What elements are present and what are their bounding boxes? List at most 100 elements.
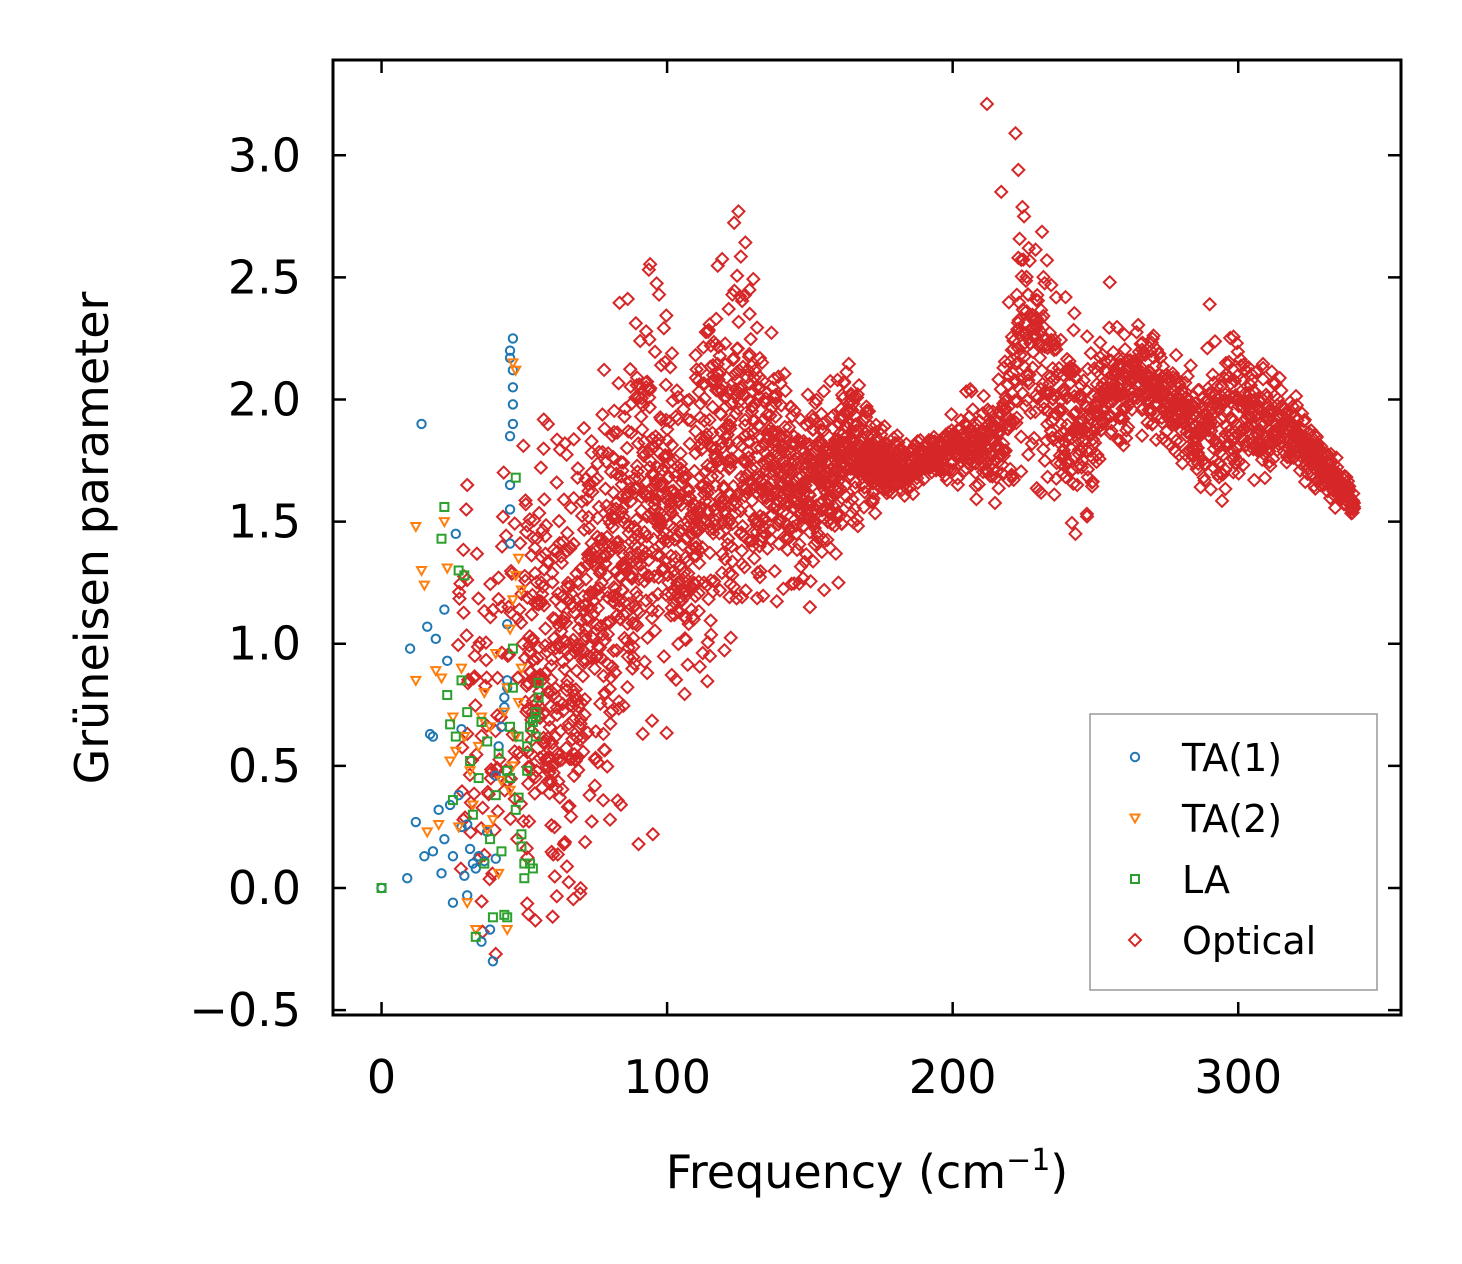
data-point-optical xyxy=(1023,405,1039,421)
data-point-optical xyxy=(746,550,762,566)
data-point-optical xyxy=(726,579,742,595)
data-point-optical xyxy=(467,648,483,664)
data-point-optical xyxy=(681,483,697,499)
data-point-optical xyxy=(628,315,644,331)
data-point-optical xyxy=(522,512,538,527)
data-point-optical xyxy=(1039,433,1054,449)
data-point-optical xyxy=(489,760,505,776)
axis-ticks xyxy=(333,60,1401,1015)
data-point-optical xyxy=(641,568,657,584)
data-point-optical xyxy=(1255,356,1271,372)
data-point-la xyxy=(496,846,507,857)
data-point-optical xyxy=(602,716,618,732)
data-point-ta-1 xyxy=(436,868,447,879)
data-point-optical xyxy=(1046,487,1062,503)
data-point-optical xyxy=(1015,302,1031,318)
data-point-optical xyxy=(557,834,573,850)
data-point-optical xyxy=(717,551,733,567)
data-point-optical xyxy=(560,673,575,689)
data-point-optical xyxy=(865,493,880,509)
data-point-optical xyxy=(614,463,630,479)
data-point-optical xyxy=(581,483,596,499)
data-point-optical xyxy=(1129,324,1144,340)
data-point-optical xyxy=(479,670,495,686)
data-point-optical xyxy=(745,538,761,554)
x-axis-label-close: ) xyxy=(1050,1145,1068,1199)
data-point-la xyxy=(505,773,516,784)
data-point-optical xyxy=(649,435,664,451)
data-point-optical xyxy=(662,359,678,375)
data-point-optical xyxy=(636,448,652,464)
data-point-optical xyxy=(668,672,684,688)
data-point-optical xyxy=(958,384,974,399)
data-point-optical xyxy=(573,880,589,896)
data-point-optical xyxy=(737,428,753,443)
data-point-optical xyxy=(573,712,589,727)
data-point-optical xyxy=(755,588,771,604)
data-point-optical xyxy=(1099,395,1115,411)
data-point-optical xyxy=(581,520,597,536)
data-point-optical xyxy=(1058,469,1073,485)
data-point-optical xyxy=(850,518,866,534)
data-point-optical xyxy=(700,324,716,340)
data-point-optical xyxy=(745,271,761,287)
data-point-optical xyxy=(759,541,775,557)
data-point-ta-2 xyxy=(500,925,514,937)
data-point-optical xyxy=(1057,448,1073,464)
data-point-optical xyxy=(1197,473,1213,488)
data-point-optical xyxy=(630,436,646,451)
data-point-optical xyxy=(705,525,721,541)
data-point-optical xyxy=(581,477,597,493)
data-point-optical xyxy=(1058,289,1073,305)
data-point-optical xyxy=(1297,412,1313,428)
data-point-optical xyxy=(1140,415,1156,431)
data-point-optical xyxy=(815,532,831,547)
data-point-optical xyxy=(1288,388,1304,404)
data-point-optical xyxy=(669,383,685,398)
data-point-optical xyxy=(649,491,665,507)
data-point-optical xyxy=(537,528,553,544)
data-point-optical xyxy=(489,708,505,723)
data-point-optical xyxy=(615,500,631,516)
data-point-optical xyxy=(841,356,857,372)
data-point-optical xyxy=(755,373,771,389)
data-point-optical xyxy=(1124,402,1140,417)
data-point-optical xyxy=(625,615,641,631)
data-point-ta-1 xyxy=(504,538,516,549)
data-point-ta-2 xyxy=(515,585,528,597)
data-point-optical xyxy=(549,707,565,723)
data-point-optical xyxy=(1329,450,1344,466)
data-point-optical xyxy=(472,635,488,651)
data-point-optical xyxy=(650,603,666,619)
legend-marker-ta-1 xyxy=(1129,751,1141,763)
data-point-optical xyxy=(551,513,567,529)
data-point-ta-1 xyxy=(487,956,499,967)
data-point-optical xyxy=(1029,287,1045,303)
data-point-optical xyxy=(670,389,686,405)
data-point-optical xyxy=(546,630,562,646)
data-point-optical xyxy=(600,626,616,642)
data-point-optical xyxy=(621,519,637,534)
data-point-optical xyxy=(638,545,654,560)
data-point-optical xyxy=(549,475,565,490)
data-point-optical xyxy=(1079,383,1095,399)
x-tick-label: 100 xyxy=(623,1050,711,1104)
data-point-optical xyxy=(777,366,792,382)
data-point-optical xyxy=(1056,442,1072,458)
data-point-optical xyxy=(617,409,632,425)
data-point-optical xyxy=(1051,403,1067,419)
legend-label-ta-1: TA(1) xyxy=(1181,736,1282,780)
data-point-optical xyxy=(536,492,552,507)
data-point-optical xyxy=(889,428,905,443)
data-point-optical xyxy=(1214,493,1230,509)
data-point-optical xyxy=(798,547,814,562)
data-point-optical xyxy=(729,590,745,606)
data-point-la xyxy=(479,858,490,869)
data-point-optical xyxy=(829,497,845,513)
data-point-ta-2 xyxy=(512,697,525,709)
data-point-optical xyxy=(773,397,789,413)
data-point-ta-2 xyxy=(478,688,491,700)
data-point-optical xyxy=(818,445,834,460)
data-point-optical xyxy=(520,590,535,606)
data-point-optical xyxy=(800,387,816,403)
